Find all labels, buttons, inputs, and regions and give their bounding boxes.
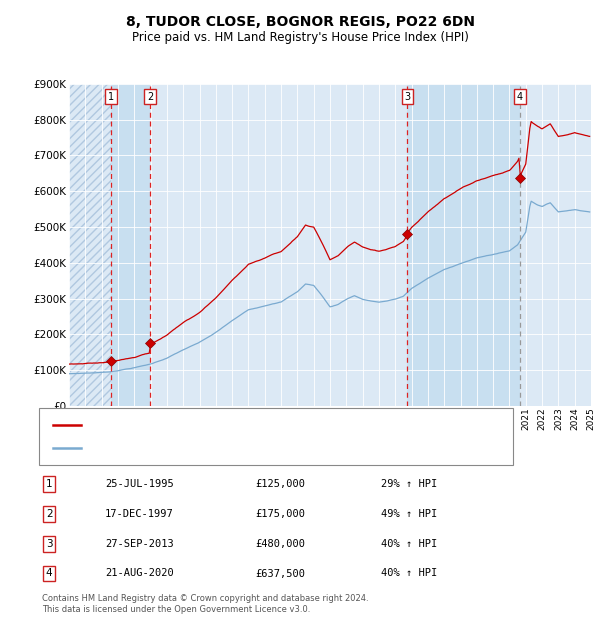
Text: 3: 3 [404, 92, 410, 102]
Text: £480,000: £480,000 [255, 539, 305, 549]
Text: 40% ↑ HPI: 40% ↑ HPI [381, 569, 437, 578]
Bar [520, 84, 591, 406]
Text: 8, TUDOR CLOSE, BOGNOR REGIS, PO22 6DN (detached house): 8, TUDOR CLOSE, BOGNOR REGIS, PO22 6DN (… [85, 420, 396, 430]
Text: HPI: Average price, detached house, Arun: HPI: Average price, detached house, Arun [85, 443, 289, 453]
Bar [150, 84, 407, 406]
Bar [407, 84, 520, 406]
Text: 3: 3 [46, 539, 53, 549]
Text: 2: 2 [147, 92, 153, 102]
Text: 29% ↑ HPI: 29% ↑ HPI [381, 479, 437, 489]
Bar [69, 84, 111, 406]
Text: Price paid vs. HM Land Registry's House Price Index (HPI): Price paid vs. HM Land Registry's House … [131, 31, 469, 44]
Bar [111, 84, 150, 406]
Text: This data is licensed under the Open Government Licence v3.0.: This data is licensed under the Open Gov… [42, 604, 310, 614]
Text: 1: 1 [46, 479, 53, 489]
Text: Contains HM Land Registry data © Crown copyright and database right 2024.: Contains HM Land Registry data © Crown c… [42, 593, 368, 603]
Text: 1: 1 [107, 92, 114, 102]
Text: £175,000: £175,000 [255, 509, 305, 519]
Text: £637,500: £637,500 [255, 569, 305, 578]
Text: 17-DEC-1997: 17-DEC-1997 [105, 509, 174, 519]
Text: 8, TUDOR CLOSE, BOGNOR REGIS, PO22 6DN: 8, TUDOR CLOSE, BOGNOR REGIS, PO22 6DN [125, 16, 475, 30]
Text: 27-SEP-2013: 27-SEP-2013 [105, 539, 174, 549]
Text: 49% ↑ HPI: 49% ↑ HPI [381, 509, 437, 519]
Text: 4: 4 [46, 569, 53, 578]
Text: 4: 4 [517, 92, 523, 102]
Text: 40% ↑ HPI: 40% ↑ HPI [381, 539, 437, 549]
Text: 21-AUG-2020: 21-AUG-2020 [105, 569, 174, 578]
Text: 25-JUL-1995: 25-JUL-1995 [105, 479, 174, 489]
Text: 2: 2 [46, 509, 53, 519]
Text: £125,000: £125,000 [255, 479, 305, 489]
